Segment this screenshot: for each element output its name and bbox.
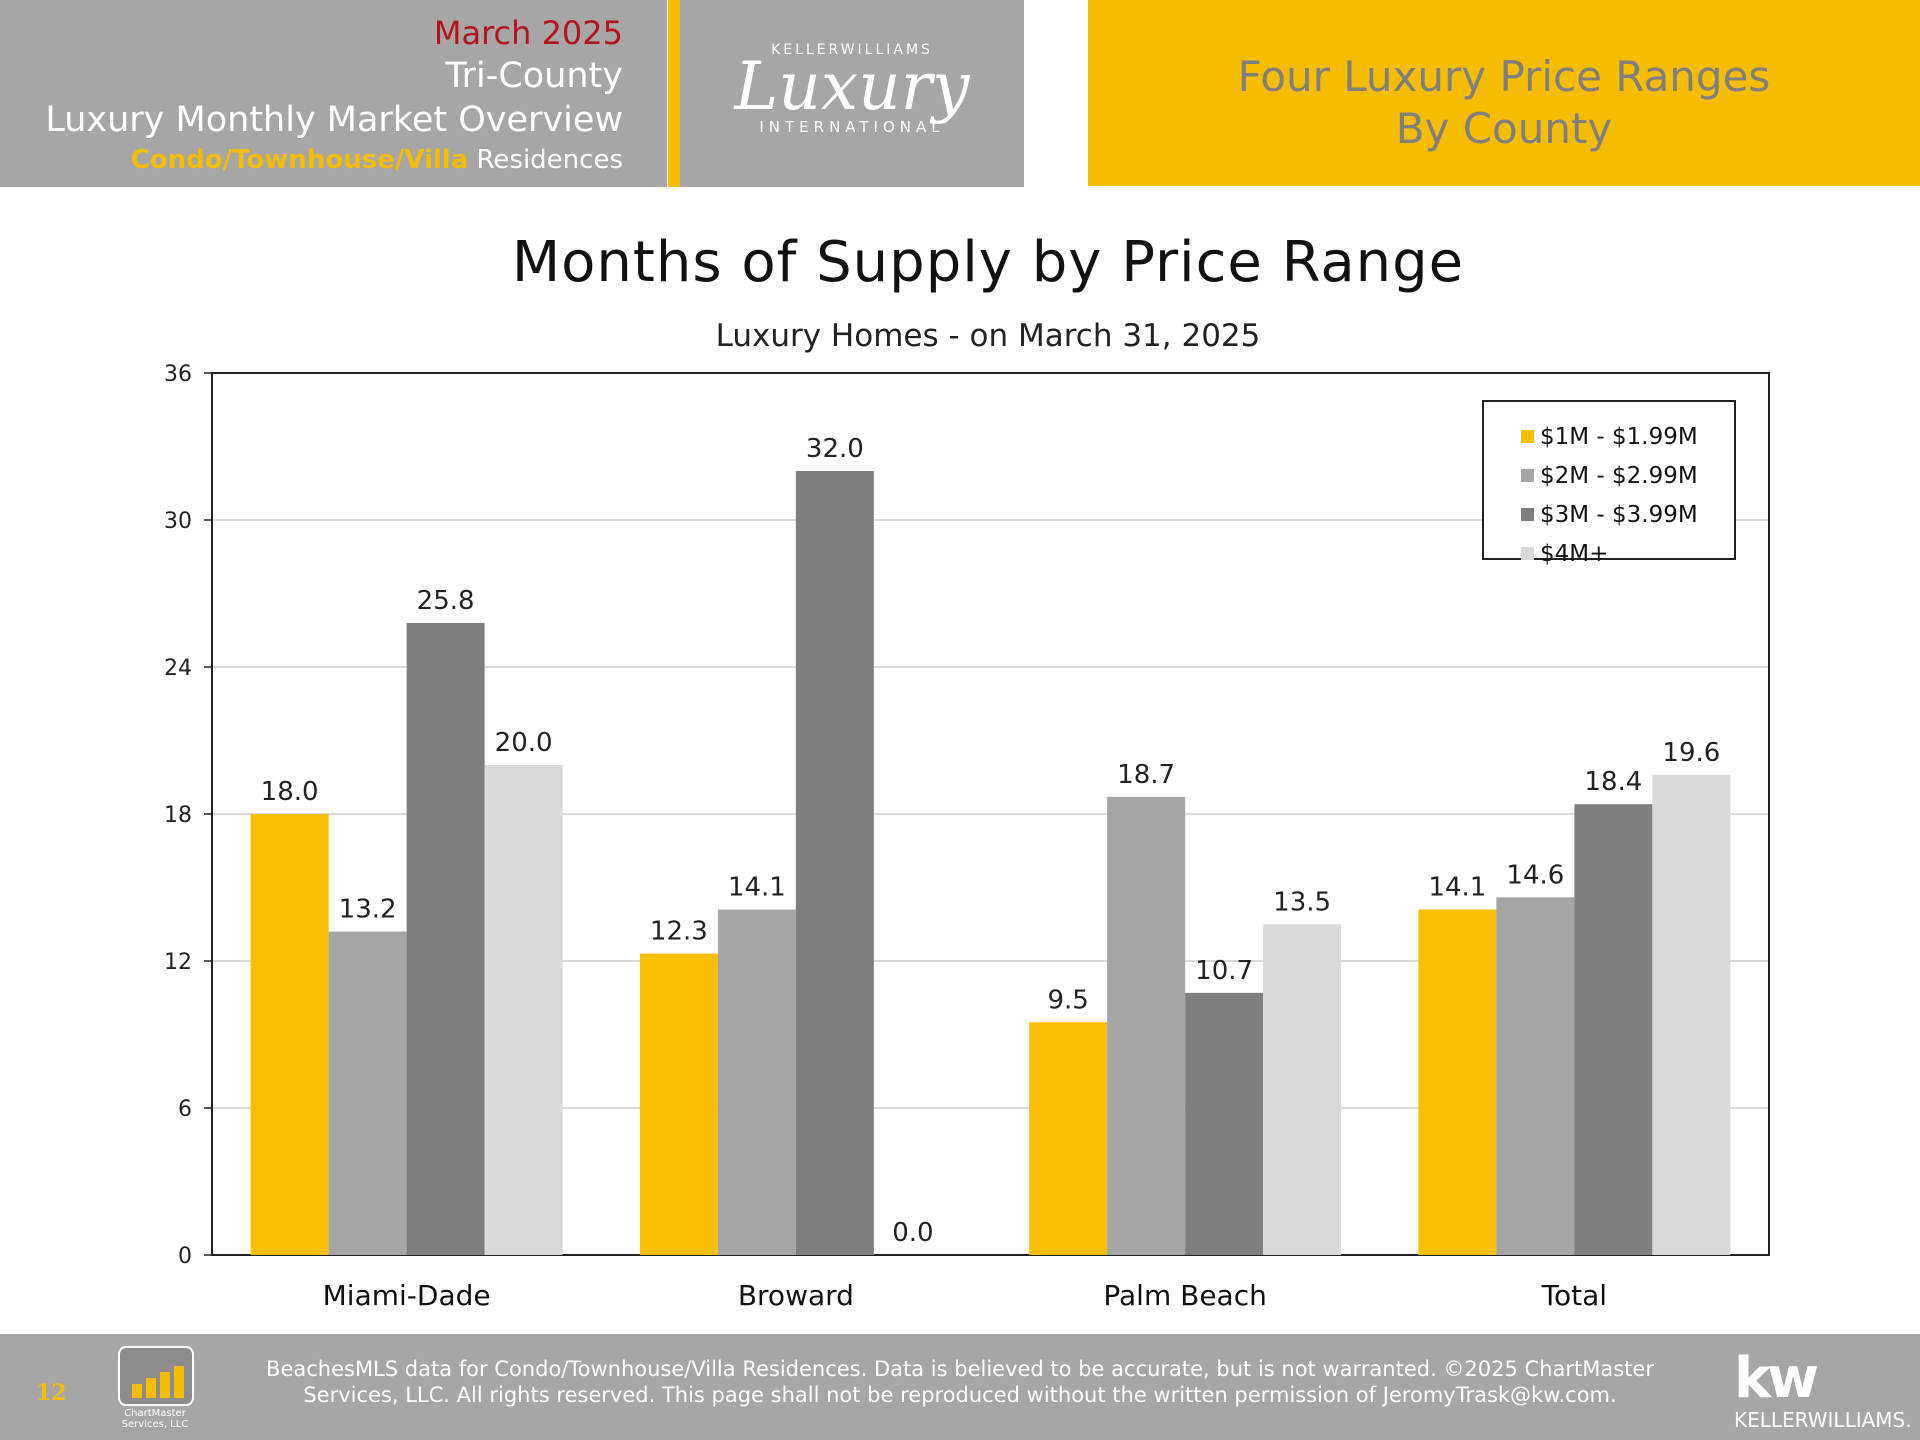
property-type-label: Condo/Townhouse/Villa [130,145,469,175]
y-tick-label: 36 [164,362,192,387]
kw-logo: kw [1734,1346,1819,1411]
y-tick-label: 30 [164,509,192,534]
property-type-suffix: Residences [468,145,624,175]
plot-area-border [211,372,1770,1256]
bar [328,931,407,1255]
bar [484,765,563,1255]
chart-title: Months of Supply by Price Range [511,230,1465,295]
page-number: 12 [36,1380,67,1406]
x-category-label: Broward [738,1279,854,1312]
report-region: Tri-County [445,56,623,96]
footer-disclaimer: BeachesMLS data for Condo/Townhouse/Vill… [230,1356,1690,1408]
footer: 12 ChartMaster Services, LLC BeachesMLS d… [0,1334,1920,1440]
header-divider [668,0,680,187]
kw-luxury-logo: KELLERWILLIAMS Luxury INTERNATIONAL [680,0,1024,187]
x-category-label: Palm Beach [1103,1279,1266,1312]
data-label: 14.1 [728,873,786,903]
data-label: 13.2 [339,895,397,925]
bar [1652,774,1731,1255]
bar [1185,992,1264,1255]
data-label: 14.1 [1428,873,1486,903]
data-label: 18.4 [1584,767,1642,797]
legend-label: $1M - $1.99M [1540,424,1698,450]
legend-swatch [1521,508,1534,521]
bar [1107,796,1186,1255]
report-month: March 2025 [433,14,623,52]
data-label: 10.7 [1195,956,1253,986]
data-label: 32.0 [806,434,864,464]
bar [639,953,718,1255]
chart-subtitle: Luxury Homes - on March 31, 2025 [715,318,1261,354]
legend-swatch [1521,469,1534,482]
y-tick-label: 0 [178,1244,192,1269]
bar [1263,924,1342,1255]
bar [406,622,485,1255]
disclaimer-line-2: Services, LLC. All rights reserved. This… [303,1383,1617,1407]
legend-swatch [1521,430,1534,443]
section-title-line-1: Four Luxury Price Ranges [1237,52,1771,101]
report-property-type: Condo/Townhouse/Villa Residences [131,145,623,175]
kw-name: KELLERWILLIAMS. [1734,1408,1912,1432]
data-label: 18.0 [261,777,319,807]
bar [1418,909,1497,1255]
data-label: 25.8 [417,586,475,616]
legend-label: $4M+ [1540,541,1608,567]
logo-bottom-text: INTERNATIONAL [759,118,945,136]
legend-label: $2M - $2.99M [1540,463,1698,489]
legend-label: $3M - $3.99M [1540,502,1698,528]
bar [250,814,329,1255]
data-label: 0.0 [892,1218,933,1248]
bar-chart: 0 6 12 18 24 30 36 18.0 13.2 25.8 20.0 Miami-Dade 12… [164,362,1770,1312]
section-title-line-2: By County [1395,104,1613,153]
y-tick-label: 12 [164,950,192,975]
x-category-label: Total [1541,1279,1607,1312]
data-label: 13.5 [1273,887,1331,917]
header-left-panel: March 2025 Tri-County Luxury Monthly Mar… [0,0,667,187]
data-label: 20.0 [495,728,553,758]
x-category-label: Miami-Dade [323,1279,491,1312]
bar [1029,1022,1108,1255]
bar [795,471,874,1255]
chartmaster-suffix: Services, LLC [121,1419,189,1430]
report-title: Luxury Monthly Market Overview [45,100,623,140]
chartmaster-name: ChartMaster [124,1408,186,1419]
disclaimer-line-1: BeachesMLS data for Condo/Townhouse/Vill… [266,1357,1654,1381]
bar [717,909,796,1255]
logo-top-text: KELLERWILLIAMS [771,42,933,58]
y-tick-label: 6 [178,1097,192,1122]
data-label: 12.3 [650,917,708,947]
header-right-panel: Four Luxury Price Ranges By County [1088,0,1920,186]
y-tick-label: 18 [164,803,192,828]
data-label: 18.7 [1117,760,1175,790]
chartmaster-logo-text: ChartMaster Services, LLC [100,1408,210,1430]
data-label: 14.6 [1506,860,1564,890]
bar [1574,804,1653,1255]
data-label: 19.6 [1662,738,1720,768]
chartmaster-logo-icon [118,1346,194,1406]
y-tick-label: 24 [164,656,192,681]
data-label: 9.5 [1047,985,1088,1015]
bar [1496,897,1575,1255]
logo-script-text: Luxury [734,48,970,125]
legend-swatch [1521,547,1534,560]
